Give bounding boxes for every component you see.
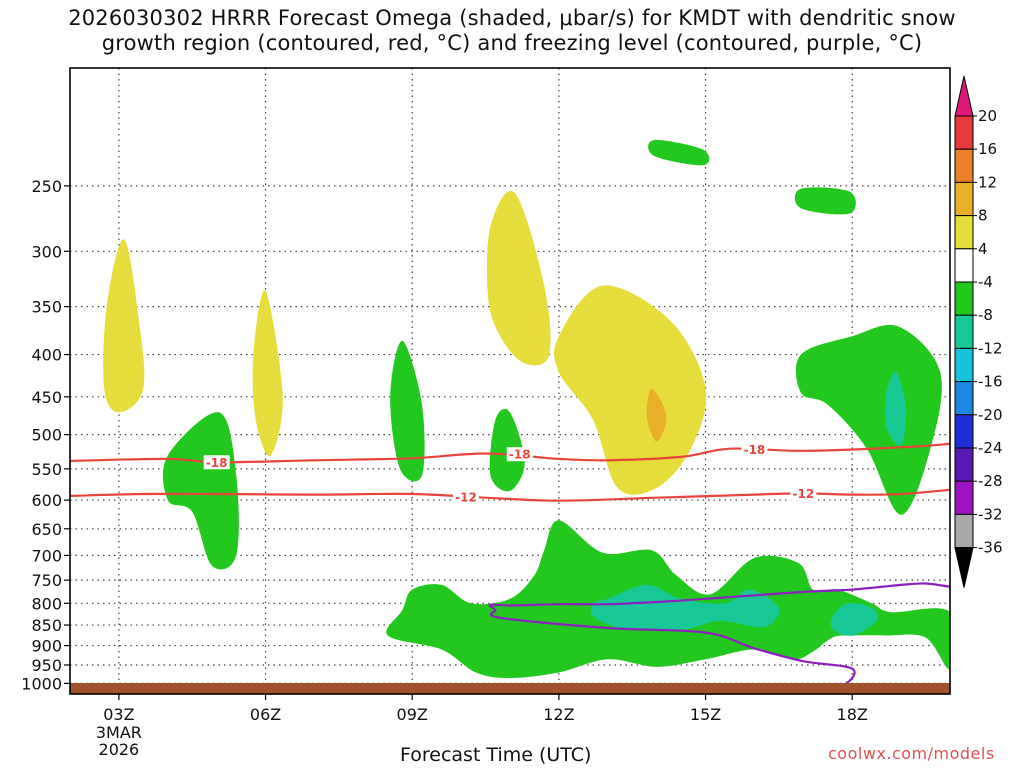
omega-region-10 xyxy=(795,324,942,515)
omega-region-5 xyxy=(162,412,239,570)
x-tick-label-12Z: 12Z xyxy=(543,705,574,724)
contour-label-bg-0-2 xyxy=(741,442,768,457)
contour-label--12: -12 xyxy=(792,487,814,501)
omega-region-13 xyxy=(590,584,780,630)
omega-region-12 xyxy=(884,371,907,446)
y-tick-label-350: 350 xyxy=(31,298,62,317)
colorbar-box-10 xyxy=(954,447,974,482)
contour-label-bg-0-0 xyxy=(203,455,230,470)
contour-label--18: -18 xyxy=(206,456,228,470)
colorbar-box-5 xyxy=(954,281,974,316)
chart-title: 2026030302 HRRR Forecast Omega (shaded, … xyxy=(0,6,1024,56)
title-line-1: 2026030302 HRRR Forecast Omega (shaded, … xyxy=(68,6,956,30)
colorbar-label--8: -8 xyxy=(978,306,993,324)
omega-region-2 xyxy=(486,190,551,366)
y-tick-label-400: 400 xyxy=(31,346,62,365)
colorbar-box-0 xyxy=(954,115,974,150)
y-tick-label-650: 650 xyxy=(31,520,62,539)
colorbar-label--12: -12 xyxy=(978,339,1003,357)
colorbar-box-6 xyxy=(954,314,974,349)
omega-region-9 xyxy=(794,187,856,215)
colorbar-label-4: 4 xyxy=(978,240,988,258)
y-tick-label-900: 900 xyxy=(31,637,62,656)
y-tick-label-600: 600 xyxy=(31,491,62,510)
colorbar-label--20: -20 xyxy=(978,406,1003,424)
omega-region-0 xyxy=(103,239,145,413)
omega-region-14 xyxy=(830,602,878,636)
y-tick-label-1000: 1000 xyxy=(21,674,62,693)
omega-region-4 xyxy=(646,388,667,442)
contour-label-bg-1-0 xyxy=(453,490,479,505)
contour-line-0 xyxy=(488,582,950,689)
y-tick-label-500: 500 xyxy=(31,426,62,445)
colorbar-label-12: 12 xyxy=(978,173,997,191)
colorbar-box-11 xyxy=(954,480,974,515)
x-tick-sublabel-3MAR: 3MAR xyxy=(96,723,142,742)
y-tick-label-850: 850 xyxy=(31,616,62,635)
colorbar: 20 16 12 8 4 -4 -8 -12 -16 -20 -24 -28 -32 -36 xyxy=(954,75,1003,588)
contour-label--18: -18 xyxy=(509,448,531,462)
contour-label-bg-0-1 xyxy=(506,447,533,462)
omega-region-1 xyxy=(252,290,283,457)
colorbar-box-1 xyxy=(954,148,974,183)
y-tick-label-450: 450 xyxy=(31,388,62,407)
contour-label-bg-1-1 xyxy=(790,486,817,501)
credit-text: coolwx.com/models xyxy=(828,744,995,763)
x-tick-label-15Z: 15Z xyxy=(690,705,721,724)
x-axis-label: Forecast Time (UTC) xyxy=(400,744,592,766)
terrain-bar xyxy=(70,683,950,694)
y-tick-label-300: 300 xyxy=(31,242,62,261)
colorbar-box-9 xyxy=(954,414,974,449)
colorbar-cap-bottom xyxy=(954,547,974,588)
contour-lines: -18 -18 -18 -12 -12 xyxy=(70,442,950,689)
colorbar-label--24: -24 xyxy=(978,439,1003,457)
colorbar-label-8: 8 xyxy=(978,207,988,225)
colorbar-box-2 xyxy=(954,181,974,217)
y-tick-label-700: 700 xyxy=(31,546,62,565)
omega-region-3 xyxy=(554,285,707,495)
title-line-2: growth region (contoured, red, °C) and f… xyxy=(101,31,923,55)
x-tick-label-03Z: 03Z xyxy=(103,705,134,724)
contour-label--18: -18 xyxy=(744,443,766,457)
plot-frame xyxy=(69,67,951,695)
colorbar-box-3 xyxy=(954,215,974,250)
contour-line--12 xyxy=(70,488,950,502)
colorbar-box-12 xyxy=(954,513,974,549)
x-tick-sublabel-2026: 2026 xyxy=(99,740,140,759)
colorbar-label--4: -4 xyxy=(978,273,993,291)
y-tick-label-250: 250 xyxy=(31,177,62,196)
colorbar-label--36: -36 xyxy=(978,539,1003,557)
x-tick-label-09Z: 09Z xyxy=(397,705,428,724)
omega-region-6 xyxy=(390,340,425,482)
y-tick-label-750: 750 xyxy=(31,571,62,590)
colorbar-label--28: -28 xyxy=(978,472,1003,490)
colorbar-label--16: -16 xyxy=(978,373,1003,391)
y-tick-label-550: 550 xyxy=(31,460,62,479)
x-tick-label-06Z: 06Z xyxy=(250,705,281,724)
omega-regions xyxy=(103,139,950,678)
x-tick-label-18Z: 18Z xyxy=(837,705,868,724)
colorbar-box-4 xyxy=(954,248,974,283)
colorbar-box-8 xyxy=(954,381,974,416)
y-tick-label-800: 800 xyxy=(31,594,62,613)
colorbar-label-16: 16 xyxy=(978,140,997,158)
contour-label--12: -12 xyxy=(455,491,477,505)
colorbar-label-20: 20 xyxy=(978,107,997,125)
y-tick-label-950: 950 xyxy=(31,656,62,675)
colorbar-label--32: -32 xyxy=(978,505,1003,523)
colorbar-box-7 xyxy=(954,347,974,383)
colorbar-cap-top xyxy=(954,75,974,117)
y-axis-ticks: 250 300 350 400 450 500 550 600 650 700 750 800 850 9… xyxy=(21,177,70,693)
omega-region-8 xyxy=(648,139,710,166)
